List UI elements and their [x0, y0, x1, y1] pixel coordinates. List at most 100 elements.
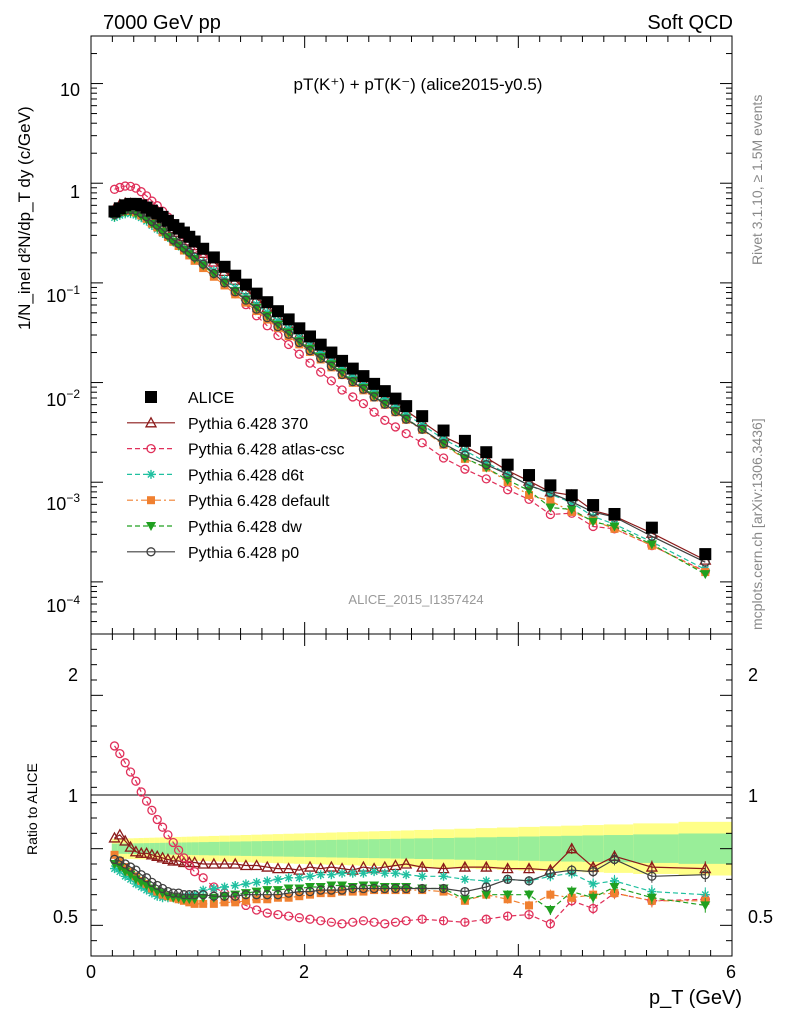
data-point — [120, 859, 130, 869]
data-point — [199, 899, 208, 908]
data-point — [146, 469, 156, 479]
data-point — [147, 805, 157, 815]
inner-band-segment — [475, 837, 497, 861]
inner-band-segment — [229, 841, 241, 856]
data-point — [481, 457, 491, 467]
data-point — [524, 909, 534, 920]
data-point — [252, 877, 262, 887]
data-point — [141, 215, 152, 225]
data-point — [125, 767, 136, 777]
data-point — [460, 886, 470, 897]
data-point — [416, 860, 429, 872]
inner-band-segment — [165, 842, 171, 855]
data-point — [358, 883, 369, 894]
data-point — [524, 480, 534, 490]
data-point — [358, 868, 368, 878]
inner-band-segment — [283, 840, 294, 857]
data-point — [545, 919, 556, 929]
data-point — [315, 883, 326, 892]
data-point — [294, 886, 304, 897]
legend-label: ALICE — [188, 390, 234, 407]
data-point — [146, 443, 156, 454]
legend-entry: Pythia 6.428 370 — [127, 416, 308, 433]
data-point — [241, 295, 251, 305]
data-point — [401, 409, 411, 419]
inner-band-segment — [181, 842, 187, 855]
data-point — [261, 860, 274, 872]
data-point — [523, 469, 536, 482]
data-point — [336, 354, 349, 367]
data-point — [282, 313, 295, 326]
data-point — [146, 884, 157, 894]
data-point — [161, 853, 175, 865]
data-point — [567, 498, 577, 508]
data-point — [184, 250, 195, 260]
data-point — [273, 874, 283, 884]
inner-band-segment — [111, 843, 118, 854]
data-point — [545, 503, 556, 513]
data-point — [700, 870, 710, 880]
inner-band-segment — [326, 839, 337, 858]
inner-band-segment — [633, 834, 679, 863]
data-point — [261, 296, 274, 309]
data-point — [140, 846, 153, 858]
data-point — [608, 507, 621, 520]
data-point — [294, 349, 304, 359]
data-point — [645, 521, 658, 534]
data-point — [481, 890, 492, 900]
legend-entry: Pythia 6.428 atlas-csc — [127, 442, 345, 459]
data-point — [390, 422, 401, 432]
data-point — [368, 377, 381, 390]
data-point — [283, 339, 294, 350]
data-point — [146, 522, 156, 531]
data-point — [231, 898, 240, 907]
data-point — [501, 862, 514, 874]
data-point — [326, 376, 337, 386]
data-point — [348, 917, 358, 927]
data-point — [544, 479, 557, 492]
data-point — [146, 547, 156, 557]
data-point — [439, 871, 449, 881]
inner-band-segment — [170, 842, 176, 855]
data-point — [178, 245, 189, 255]
data-point — [346, 362, 359, 375]
data-point — [251, 890, 262, 900]
data-point — [327, 889, 336, 898]
data-point — [437, 424, 450, 437]
y-tick-label: 10−1 — [46, 283, 80, 306]
data-point — [151, 849, 164, 861]
data-point — [566, 505, 577, 515]
data-point — [525, 901, 534, 910]
data-point — [460, 874, 470, 884]
data-point — [357, 370, 370, 383]
data-point — [337, 385, 347, 395]
data-point — [524, 876, 534, 886]
data-point — [338, 887, 347, 896]
data-point — [173, 845, 184, 855]
data-point — [416, 410, 429, 423]
data-point — [251, 304, 262, 314]
data-point — [337, 885, 347, 895]
data-point — [198, 873, 208, 883]
data-point — [348, 868, 358, 878]
legend-entry: Pythia 6.428 d6t — [127, 467, 304, 484]
data-point — [198, 259, 208, 269]
data-point — [305, 914, 315, 924]
data-point — [152, 880, 162, 891]
data-point — [145, 391, 157, 403]
ratio-axis-ticks — [90, 633, 733, 956]
data-point — [502, 476, 513, 486]
data-point — [522, 862, 536, 874]
data-point — [460, 917, 470, 927]
data-point — [239, 859, 253, 871]
data-point — [283, 329, 294, 339]
data-point — [305, 346, 315, 356]
data-point — [369, 386, 379, 396]
data-point — [229, 857, 242, 869]
data-point — [198, 890, 208, 900]
data-point — [241, 890, 251, 900]
inner-band-segment — [368, 839, 380, 859]
ratio-series-6 — [109, 853, 710, 901]
x-tick-label: 0 — [86, 962, 96, 982]
y-tick-label: 10 — [60, 80, 80, 100]
